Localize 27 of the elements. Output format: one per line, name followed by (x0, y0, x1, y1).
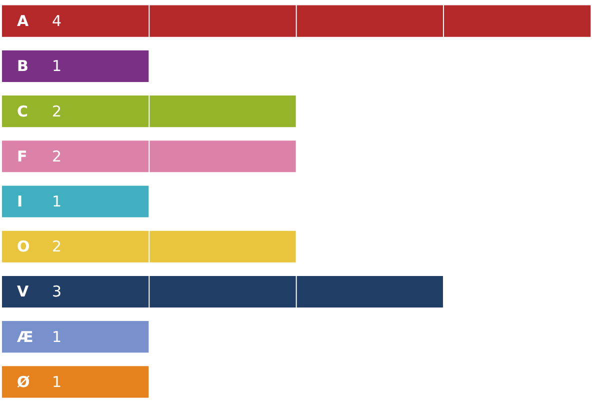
bar (2, 140, 296, 172)
bar (2, 95, 296, 128)
bar (2, 5, 591, 37)
bar (2, 50, 150, 82)
y-tick-label: I (17, 192, 23, 210)
bar (2, 366, 150, 398)
y-tick-label: A (17, 12, 29, 30)
bar (2, 186, 150, 218)
y-tick-label: V (17, 282, 29, 301)
y-tick-label: F (17, 147, 28, 166)
y-tick-label: O (17, 238, 30, 256)
bar (2, 230, 296, 262)
data-label: 4 (52, 12, 62, 30)
data-label: 2 (52, 102, 62, 120)
data-label: 1 (52, 192, 62, 210)
data-label: 3 (52, 282, 62, 301)
data-label: 2 (52, 238, 62, 256)
data-label: 1 (52, 57, 62, 76)
y-tick-label: Ø (17, 372, 30, 391)
y-tick-label: C (17, 102, 28, 120)
bar (2, 321, 150, 353)
data-label: 1 (52, 328, 62, 346)
data-label: 1 (52, 372, 62, 391)
bar (2, 276, 444, 308)
y-tick-label: Æ (17, 328, 34, 346)
y-tick-label: B (17, 57, 28, 76)
data-label: 2 (52, 147, 62, 166)
